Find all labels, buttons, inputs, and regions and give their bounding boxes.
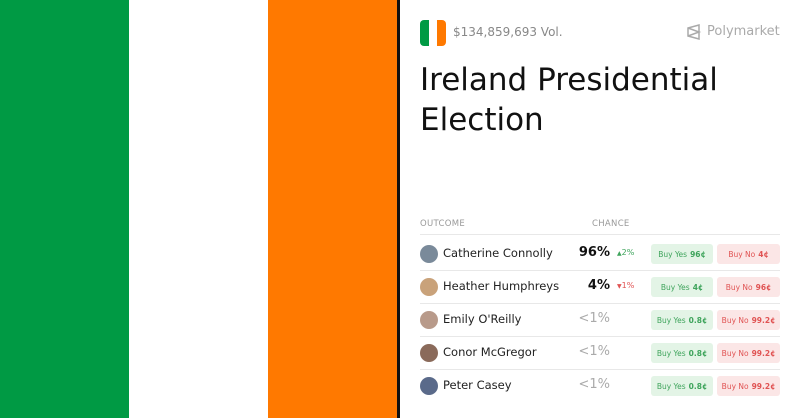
buy-yes-button[interactable]: Buy Yes 0.8¢ bbox=[651, 310, 713, 330]
avatar bbox=[420, 344, 438, 362]
change-arrow: ▲ bbox=[617, 250, 622, 257]
separator bbox=[420, 369, 780, 370]
separator bbox=[420, 234, 780, 235]
separator bbox=[420, 303, 780, 304]
avatar bbox=[420, 245, 438, 263]
title: Ireland Presidential Election bbox=[420, 62, 718, 138]
buy-no-label: Buy No bbox=[721, 348, 749, 358]
outcome-name: Catherine Connolly bbox=[443, 246, 553, 260]
brand-logo bbox=[687, 24, 702, 40]
buy-yes-price: 0.8¢ bbox=[688, 348, 708, 358]
flag-icon bbox=[420, 20, 446, 46]
chance: <1% bbox=[578, 311, 610, 326]
avatar bbox=[420, 278, 438, 296]
buy-no-price: 99.2¢ bbox=[751, 315, 776, 325]
buy-yes-label: Buy Yes bbox=[656, 315, 686, 325]
buy-yes-price: 0.8¢ bbox=[688, 315, 708, 325]
buy-no-price: 96¢ bbox=[755, 282, 772, 292]
outcome-name: Heather Humphreys bbox=[443, 279, 560, 293]
outcome-name: Emily O'Reilly bbox=[443, 312, 522, 326]
change: ▼1% bbox=[617, 281, 634, 290]
buy-no-button[interactable]: Buy No 96¢ bbox=[717, 277, 780, 297]
separator bbox=[420, 336, 780, 337]
change-arrow: ▼ bbox=[617, 283, 622, 290]
buy-no-price: 4¢ bbox=[758, 249, 769, 259]
change: ▲2% bbox=[617, 248, 634, 257]
buy-no-label: Buy No bbox=[728, 249, 756, 259]
chance: 96% bbox=[578, 245, 610, 260]
buy-no-label: Buy No bbox=[725, 282, 753, 292]
buy-yes-button[interactable]: Buy Yes 96¢ bbox=[651, 244, 713, 264]
buy-yes-price: 0.8¢ bbox=[688, 381, 708, 391]
chance: 4% bbox=[587, 278, 610, 293]
separator bbox=[420, 270, 780, 271]
volume: $134,859,693 Vol. bbox=[453, 25, 563, 39]
buy-no-price: 99.2¢ bbox=[751, 381, 776, 391]
change-value: 1% bbox=[621, 281, 635, 290]
buy-no-button[interactable]: Buy No 99.2¢ bbox=[717, 343, 780, 363]
buy-no-button[interactable]: Buy No 4¢ bbox=[717, 244, 780, 264]
divider bbox=[397, 0, 400, 418]
flag-white bbox=[129, 0, 268, 418]
buy-yes-price: 96¢ bbox=[690, 249, 706, 259]
buy-yes-label: Buy Yes bbox=[656, 381, 686, 391]
column-header: CHANCE bbox=[592, 219, 630, 229]
column-header: OUTCOME bbox=[420, 219, 466, 229]
avatar bbox=[420, 377, 438, 395]
buy-no-button[interactable]: Buy No 99.2¢ bbox=[717, 376, 780, 396]
chance: <1% bbox=[578, 344, 610, 359]
buy-no-label: Buy No bbox=[721, 315, 749, 325]
buy-yes-button[interactable]: Buy Yes 4¢ bbox=[651, 277, 713, 297]
buy-no-label: Buy No bbox=[721, 381, 749, 391]
buy-yes-button[interactable]: Buy Yes 0.8¢ bbox=[651, 376, 713, 396]
buy-yes-price: 4¢ bbox=[692, 282, 704, 292]
outcome-name: Conor McGregor bbox=[443, 345, 537, 359]
outcome-name: Peter Casey bbox=[443, 378, 512, 392]
change-value: 2% bbox=[621, 248, 635, 257]
buy-no-price: 99.2¢ bbox=[751, 348, 776, 358]
flag-green bbox=[0, 0, 129, 418]
buy-yes-label: Buy Yes bbox=[658, 249, 688, 259]
buy-no-button[interactable]: Buy No 99.2¢ bbox=[717, 310, 780, 330]
chance: <1% bbox=[578, 377, 610, 392]
buy-yes-label: Buy Yes bbox=[660, 282, 690, 292]
avatar bbox=[420, 311, 438, 329]
buy-yes-button[interactable]: Buy Yes 0.8¢ bbox=[651, 343, 713, 363]
flag-orange bbox=[268, 0, 397, 418]
buy-yes-label: Buy Yes bbox=[656, 348, 686, 358]
brand: Polymarket bbox=[707, 24, 780, 39]
